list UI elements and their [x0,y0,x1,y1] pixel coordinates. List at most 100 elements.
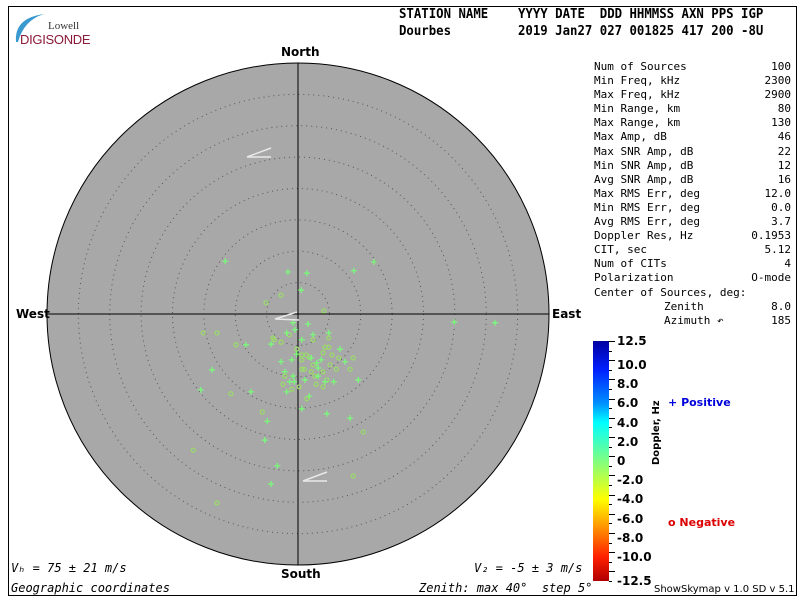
colorbar-tick-mark [609,465,612,467]
source-point-positive [298,287,305,294]
source-point-positive [284,268,291,275]
source-point-positive [347,415,354,422]
source-point-negative [310,337,316,343]
source-point-positive [247,388,254,395]
source-point-negative [228,391,234,397]
east-label: East [552,307,582,321]
stat-label: CIT, sec [594,243,647,257]
stat-row: Max Freq, kHz 2900 [594,88,791,102]
stat-row: Min SNR Amp, dB 12 [594,159,791,173]
colorbar-tick-label: 0 [617,454,626,468]
source-point-negative [299,366,305,372]
plot-frame [8,6,797,596]
colorbar-tick-mark [609,485,612,486]
stat-row: Avg RMS Err, deg 3.7 [594,215,791,229]
source-point-negative [271,337,277,343]
colorbar-tick-mark [609,408,612,410]
stat-row: Num of CITs 4 [594,257,791,271]
colorbar-tick-mark [609,533,615,534]
stat-value: 80 [777,102,791,116]
stat-label: Azimuth ↶ [664,313,724,327]
source-point-negative [294,346,300,352]
north-label: North [281,45,320,59]
source-point-positive [298,405,305,412]
source-point-negative [320,384,326,390]
source-point-negative [333,366,339,372]
colorbar-tick-label: -6.0 [617,511,644,526]
south-label: South [281,567,321,581]
stat-row: Num of Sources 100 [594,60,791,74]
colorbar-tick-mark [609,446,612,448]
source-point-positive [298,336,305,343]
legend-negative: o Negative [668,516,735,529]
stat-value: 0.0 [771,200,791,214]
colorbar-tick-label: 12.5 [617,334,647,348]
source-point-positive [268,481,275,488]
source-point-positive [370,258,377,265]
source-point-positive [268,341,275,348]
stat-row: Max Amp, dB 46 [594,130,791,144]
source-point-positive [293,351,300,358]
source-point-negative [263,300,269,306]
stat-value: 16 [777,172,791,186]
stat-label: Min RMS Err, deg [594,200,700,214]
stat-row: Zenith 8.0 [594,300,791,314]
legend-negative-label: Negative [679,516,736,529]
source-point-positive [355,376,362,383]
west-label: West [16,307,50,321]
colorbar-tick-mark [609,504,612,506]
stat-label: Min Range, km [594,102,681,116]
source-point-positive [261,437,268,444]
stat-row: Azimuth ↶ 185 [594,314,791,328]
stat-row: Max RMS Err, deg 12.0 [594,187,791,201]
colorbar-tick-mark [609,571,615,573]
stat-row: Min Range, km 80 [594,102,791,116]
source-point-negative [327,362,333,368]
source-point-negative [233,342,239,348]
source-point-negative [200,330,206,336]
stat-value: 130 [771,116,791,130]
source-point-positive [313,359,320,366]
source-point-positive [321,378,328,385]
stat-label: Center of Sources, deg: [594,285,747,299]
circle-icon: o [668,516,676,529]
colorbar-tick-label: -12.5 [617,574,652,588]
stat-label: Max RMS Err, deg [594,186,700,200]
source-point-positive [318,356,325,363]
source-point-positive [274,462,281,469]
stat-value: 12 [777,158,791,172]
source-point-positive [301,376,308,383]
source-point-positive [283,329,290,336]
colorbar-tick-mark [609,542,612,544]
stat-row: Min Freq, kHz 2300 [594,74,791,88]
stat-row: Doppler Res, Hz 0.1953 [594,229,791,243]
source-point-positive [305,321,312,328]
source-point-negative [278,292,284,298]
colorbar-tick-mark [609,561,612,563]
source-point-negative [289,386,295,392]
source-point-negative [280,381,286,387]
stat-label: Max Range, km [594,116,681,130]
source-point-negative [190,447,196,453]
stat-label: Avg RMS Err, deg [594,215,700,229]
colorbar-tick-label: -8.0 [617,530,644,545]
source-point-negative [329,352,335,358]
stat-row: Center of Sources, deg: [594,286,791,300]
source-point-positive [337,346,344,353]
source-point-negative [278,339,284,345]
source-point-negative [282,373,288,379]
logo-swoosh-icon [15,14,44,42]
source-point-negative [350,473,356,479]
legend-positive: + Positive [668,396,731,409]
velocity-arrow-center [274,311,300,321]
source-point-negative [259,409,265,415]
source-point-positive [278,358,285,365]
source-point-negative [326,335,332,341]
stat-row: Max Range, km 130 [594,116,791,130]
colorbar-tick-mark [609,456,615,458]
colorbar-tick-label: 10.0 [617,358,647,372]
stat-value: 8.0 [771,299,791,313]
stat-label: Min SNR Amp, dB [594,158,694,172]
coordinate-system: Geographic coordinates [11,581,170,595]
stat-label: Polarization [594,271,674,285]
